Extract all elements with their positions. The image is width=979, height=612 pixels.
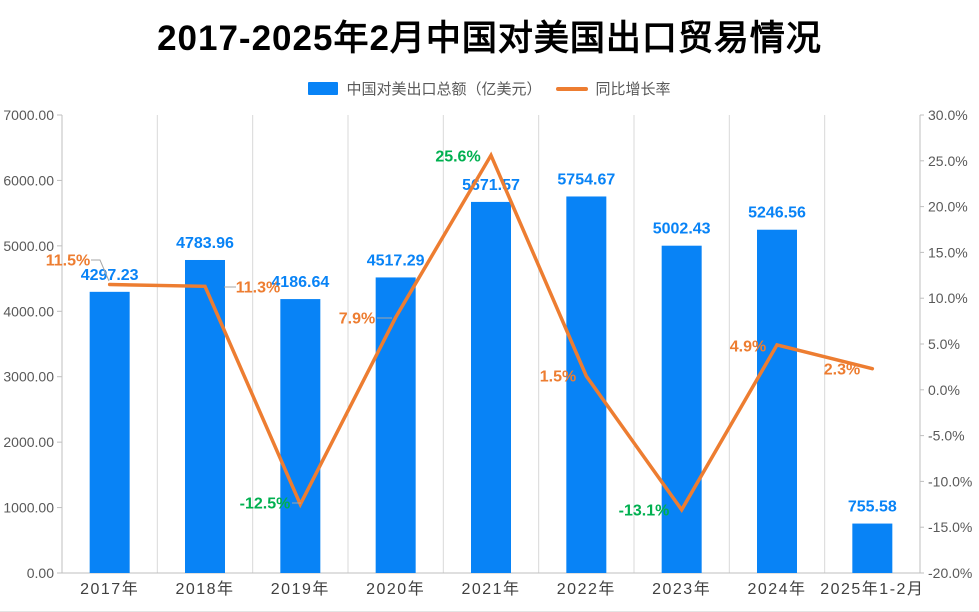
left-axis-label: 6000.00 (3, 172, 54, 188)
bar-series-swatch (308, 82, 339, 95)
bar-value-label: 755.58 (848, 499, 897, 516)
bar-2018年[interactable] (185, 259, 225, 573)
right-axis-label: 30.0% (928, 107, 968, 123)
right-axis-label: 5.0% (928, 336, 960, 352)
right-axis-label: -20.0% (928, 565, 972, 581)
bar-value-label: 5002.43 (653, 221, 711, 238)
bar-2020年[interactable] (375, 277, 416, 573)
growth-rate-label: 4.9% (730, 339, 766, 356)
right-axis-label: -10.0% (928, 473, 972, 489)
x-axis-label: 2018年 (175, 580, 234, 598)
line-series-swatch (555, 86, 588, 91)
x-axis-label: 2017年 (80, 580, 139, 598)
bar-value-label: 4783.96 (176, 235, 234, 252)
left-axis-label: 4000.00 (3, 303, 54, 319)
left-axis-label: 5000.00 (3, 238, 54, 254)
chart-legend: 中国对美出口总额（亿美元） 同比增长率 (0, 78, 979, 99)
growth-rate-line[interactable] (107, 151, 875, 514)
right-axis-label: -5.0% (928, 428, 965, 444)
bar-2023年[interactable] (661, 245, 702, 573)
left-axis-label: 2000.00 (3, 434, 54, 450)
label-leader-line (91, 259, 110, 282)
legend-item-exports: 中国对美出口总额（亿美元） (308, 78, 542, 99)
left-axis-label: 7000.00 (3, 107, 54, 123)
x-axis-label: 2021年 (461, 580, 520, 598)
left-axis-label: 3000.00 (3, 369, 54, 385)
growth-rate-label: 25.6% (435, 149, 480, 166)
left-axis-label: 0.00 (27, 565, 54, 581)
growth-rate-label: 11.3% (236, 280, 280, 297)
bar-2017年[interactable] (89, 291, 130, 573)
right-axis-label: 0.0% (928, 382, 960, 398)
legend-bar-label: 中国对美出口总额（亿美元） (346, 81, 542, 98)
bar-2021年[interactable] (471, 201, 511, 573)
legend-line-label: 同比增长率 (595, 81, 671, 98)
x-axis-label: 2023年 (652, 580, 711, 598)
x-axis-label: 2019年 (271, 580, 330, 598)
growth-rate-label: 2.3% (824, 362, 860, 379)
bar-value-label: 5246.56 (748, 205, 806, 222)
bar-2024年[interactable] (757, 229, 797, 573)
bar-value-label: 4517.29 (367, 252, 425, 269)
growth-rate-label: -12.5% (240, 496, 291, 513)
x-axis-label: 2025年1-2月 (820, 580, 924, 598)
growth-rate-label: 11.5% (46, 253, 90, 270)
right-axis-label: 15.0% (928, 244, 968, 260)
bar-2025年1-2月[interactable] (852, 523, 893, 573)
x-axis-label: 2022年 (557, 580, 616, 598)
growth-rate-label: -13.1% (619, 503, 670, 520)
bar-value-label: 4297.23 (81, 267, 139, 284)
growth-rate-label: 7.9% (339, 311, 375, 328)
bar-value-label: 4186.64 (271, 274, 329, 291)
left-axis-label: 1000.00 (3, 500, 54, 516)
bar-2019年[interactable] (280, 299, 321, 573)
legend-item-growth: 同比增长率 (555, 78, 671, 99)
growth-rate-label: 1.5% (540, 369, 576, 386)
chart-title: 2017-2025年2月中国对美国出口贸易情况 (157, 19, 822, 58)
x-axis-label: 2020年 (366, 580, 425, 598)
right-axis-label: 10.0% (928, 290, 968, 306)
right-axis-label: -15.0% (928, 519, 972, 535)
bar-2022年[interactable] (566, 196, 607, 573)
right-axis-label: 25.0% (928, 153, 968, 169)
bar-value-label: 5754.67 (557, 171, 615, 188)
right-axis-label: 20.0% (928, 199, 968, 215)
x-axis-label: 2024年 (747, 580, 806, 598)
